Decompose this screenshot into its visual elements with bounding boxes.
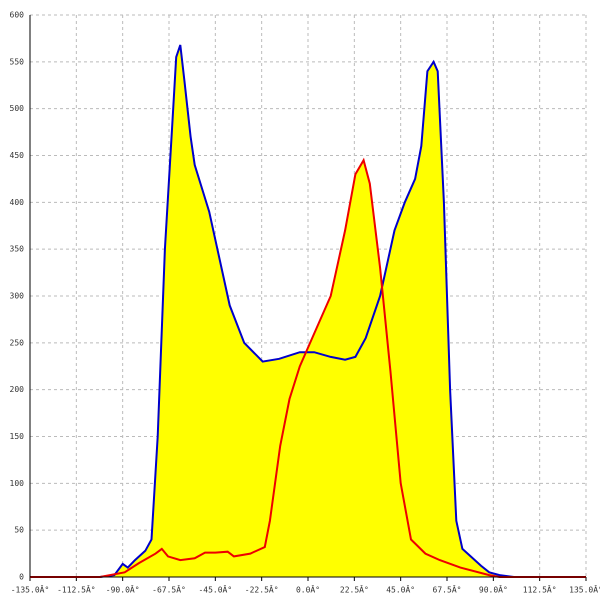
y-tick-label: 0	[19, 573, 24, 582]
area	[30, 45, 586, 577]
x-tick-label: -67.5Â°	[152, 584, 186, 595]
y-tick-label: 400	[10, 198, 25, 207]
x-tick-label: 22.5Â°	[340, 584, 369, 595]
x-tick-label: 112.5Â°	[523, 584, 557, 595]
x-tick-label: 90.0Â°	[479, 584, 508, 595]
y-tick-label: 300	[10, 292, 25, 301]
y-tick-label: 50	[14, 526, 24, 535]
y-tick-label: 550	[10, 57, 25, 66]
y-tick-label: 500	[10, 104, 25, 113]
y-tick-label: 250	[10, 338, 25, 347]
y-tick-label: 200	[10, 385, 25, 394]
y-tick-label: 350	[10, 245, 25, 254]
x-tick-label: 0.0Â°	[296, 584, 320, 595]
x-tick-label: -135.0Â°	[11, 584, 50, 595]
y-tick-label: 600	[10, 11, 25, 20]
x-tick-label: 45.0Â°	[386, 584, 415, 595]
line	[30, 157, 586, 578]
x-tick-label: 67.5Â°	[433, 584, 462, 595]
x-tick-label: -45.0Â°	[198, 584, 232, 595]
y-tick-label: 450	[10, 151, 25, 160]
y-tick-label: 150	[10, 432, 25, 441]
x-tick-label: 135.0Â°	[569, 584, 600, 595]
x-tick-label: -22.5Â°	[245, 584, 279, 595]
x-tick-label: -112.5Â°	[57, 584, 96, 595]
y-tick-label: 100	[10, 479, 25, 488]
x-tick-label: -90.0Â°	[106, 584, 140, 595]
line	[30, 44, 586, 578]
area	[30, 160, 586, 577]
